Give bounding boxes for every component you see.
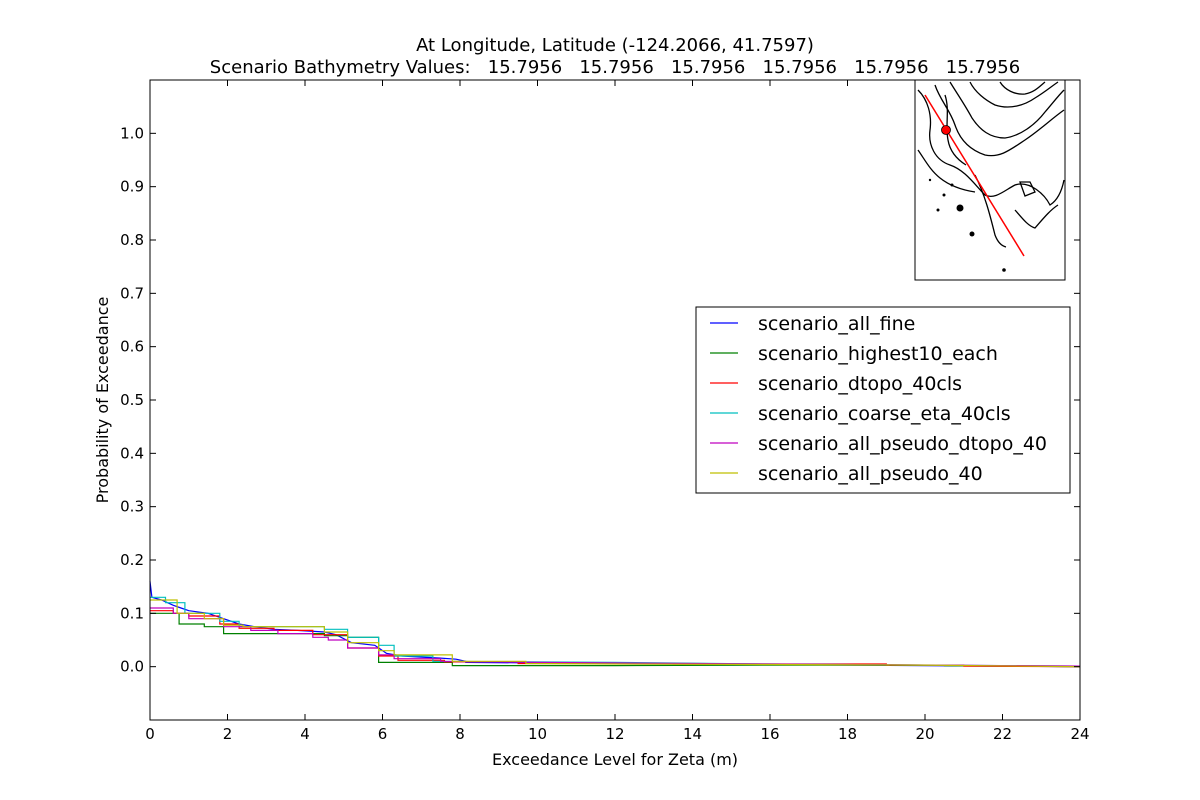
y-tick-label: 0.8 — [120, 231, 144, 249]
y-axis-label: Probability of Exceedance — [93, 297, 112, 504]
legend-label: scenario_all_fine — [758, 313, 915, 335]
inset-contour — [1019, 181, 1036, 197]
legend-label: scenario_highest10_each — [758, 343, 998, 365]
legend: scenario_all_fine scenario_highest10_each… — [695, 306, 1071, 494]
y-tick-label: 0.6 — [120, 338, 144, 356]
x-tick-label: 20 — [915, 725, 934, 743]
x-tick-label: 4 — [300, 725, 310, 743]
inset-contours — [917, 81, 1065, 248]
inset-contour — [1014, 204, 1059, 229]
y-tick-label: 1.0 — [120, 124, 144, 142]
inset-island — [956, 204, 964, 212]
inset-island — [1002, 268, 1006, 272]
inset-contour — [934, 84, 1065, 157]
inset-location-marker — [941, 125, 951, 135]
inset-island — [928, 178, 932, 182]
inset-map — [914, 79, 1066, 281]
inset-contour — [999, 81, 1046, 95]
chart-subtitle: Scenario Bathymetry Values: 15.7956 15.7… — [210, 57, 1020, 78]
legend-label: scenario_all_pseudo_40 — [758, 463, 983, 485]
chart-title: At Longitude, Latitude (-124.2066, 41.75… — [416, 35, 814, 56]
tick-layer: 0 2 4 6 8 10 12 14 16 18 20 22 240.00.10.20.30.40.50… — [120, 80, 1090, 743]
y-tick-label: 0.2 — [120, 551, 144, 569]
inset-contour — [949, 81, 1065, 139]
x-tick-label: 12 — [605, 725, 624, 743]
inset-island — [950, 183, 954, 187]
legend-label: scenario_dtopo_40cls — [758, 373, 962, 395]
x-tick-label: 18 — [838, 725, 857, 743]
series-layer — [149, 581, 1081, 668]
y-tick-label: 0.5 — [120, 391, 144, 409]
x-tick-label: 14 — [683, 725, 702, 743]
inset-contour — [969, 81, 1059, 108]
x-tick-label: 8 — [455, 725, 465, 743]
x-tick-label: 0 — [145, 725, 155, 743]
x-tick-label: 10 — [528, 725, 547, 743]
series-line-scenario_all_pseudo_dtopo_40 — [150, 607, 1081, 667]
inset-island — [969, 231, 975, 237]
legend-label: scenario_coarse_eta_40cls — [758, 403, 1011, 425]
y-tick-label: 0.1 — [120, 604, 144, 622]
x-tick-label: 6 — [378, 725, 388, 743]
inset-background — [914, 79, 1066, 281]
x-tick-label: 24 — [1070, 725, 1089, 743]
inset-contour — [944, 94, 967, 166]
y-tick-label: 0.7 — [120, 284, 144, 302]
inset-contour — [917, 89, 1065, 206]
plot-frame — [149, 79, 1081, 721]
series-line-scenario_all_pseudo_40 — [150, 599, 1081, 668]
inset-islands — [928, 178, 1006, 272]
x-tick-label: 2 — [223, 725, 233, 743]
y-tick-label: 0.9 — [120, 178, 144, 196]
x-tick-label: 16 — [760, 725, 779, 743]
inset-transect — [924, 94, 1025, 257]
x-axis-label: Exceedance Level for Zeta (m) — [492, 750, 738, 769]
inset-contour — [974, 174, 1007, 248]
legend-box — [695, 306, 1071, 494]
inset-island — [936, 208, 940, 212]
inset-contour — [917, 149, 976, 193]
x-tick-label: 22 — [993, 725, 1012, 743]
y-tick-label: 0.0 — [120, 658, 144, 676]
inset-island — [942, 193, 946, 197]
y-tick-label: 0.4 — [120, 444, 144, 462]
legend-label: scenario_all_pseudo_dtopo_40 — [758, 433, 1047, 455]
y-tick-label: 0.3 — [120, 498, 144, 516]
